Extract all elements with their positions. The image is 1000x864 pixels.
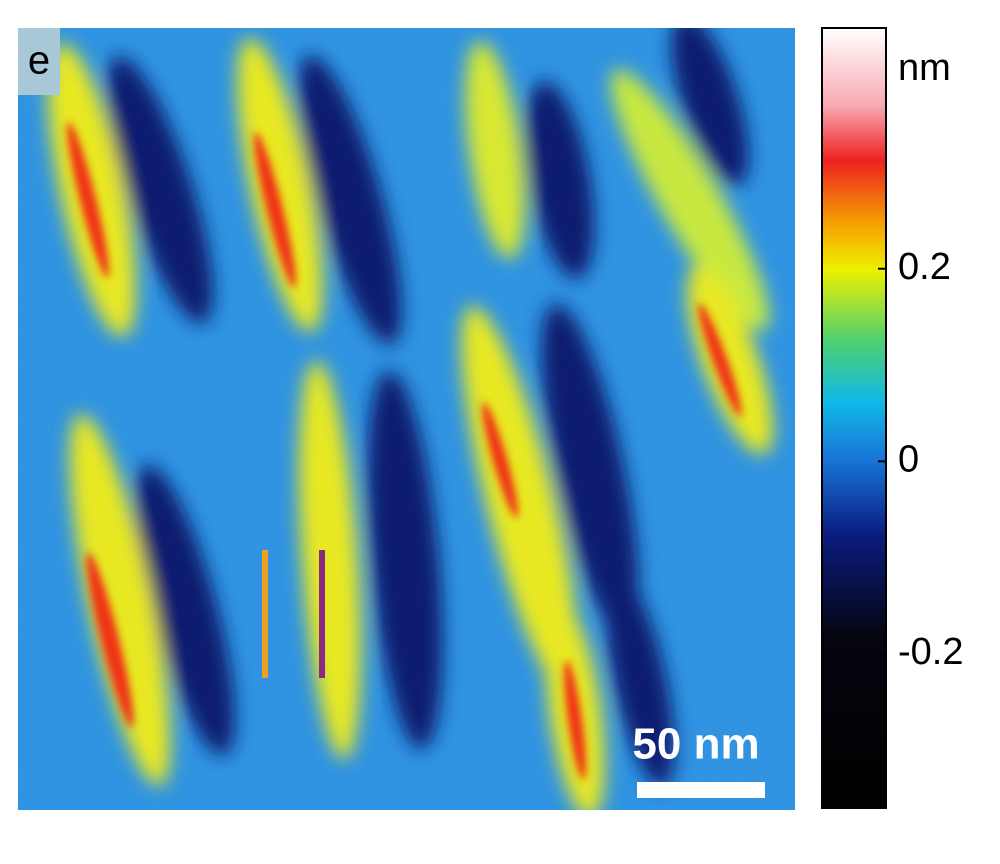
panel-label-box (18, 28, 60, 95)
panel-label: e (28, 39, 50, 83)
colorbar: nm 0.2 0 -0.2 (821, 27, 963, 809)
profile-line (319, 550, 325, 678)
colorbar-tick-label: 0 (898, 438, 919, 480)
profile-line (262, 550, 268, 678)
colorbar-gradient (821, 27, 887, 809)
colorbar-tick-label: 0.2 (898, 246, 951, 288)
scale-bar (637, 782, 765, 798)
scale-bar-label: 50 nm (632, 720, 759, 769)
colorbar-tick-label: -0.2 (898, 631, 963, 673)
colorbar-unit: nm (898, 47, 951, 89)
height-map: e 50 nm (18, 28, 795, 810)
